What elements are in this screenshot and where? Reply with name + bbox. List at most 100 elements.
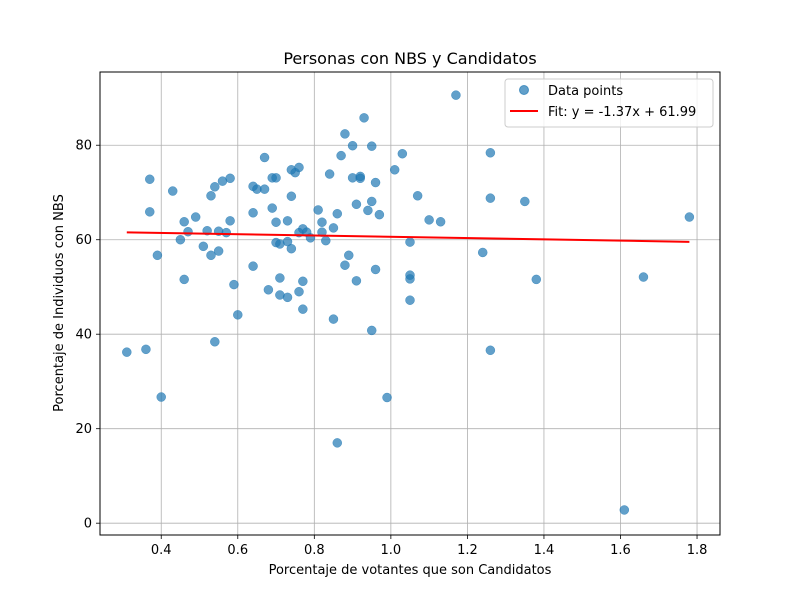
x-tick-label: 0.6 — [227, 543, 248, 558]
data-point — [366, 325, 377, 336]
data-point — [351, 276, 362, 286]
data-point — [328, 314, 339, 324]
data-point — [638, 272, 649, 282]
legend-label-fit: Fit: y = -1.37x + 61.99 — [548, 105, 696, 120]
data-point — [485, 345, 496, 356]
data-point — [271, 217, 281, 227]
data-point — [424, 215, 434, 225]
data-point — [225, 216, 235, 226]
x-axis-label: Porcentaje de votantes que son Candidato… — [269, 563, 552, 578]
data-point — [167, 186, 178, 196]
plot-frame — [99, 71, 721, 536]
data-point — [259, 152, 270, 163]
data-point — [374, 209, 385, 220]
x-tick-label: 1.4 — [534, 543, 555, 558]
data-point — [248, 261, 258, 271]
data-point — [344, 250, 354, 261]
data-point — [248, 208, 258, 218]
data-point — [179, 274, 189, 285]
y-tick-label: 60 — [75, 233, 92, 248]
data-point — [275, 273, 285, 283]
y-axis-ticks: 0 20 40 60 80 — [75, 139, 100, 532]
data-point — [340, 260, 350, 270]
data-point — [389, 165, 400, 175]
data-point — [156, 392, 166, 402]
legend: Data points Fit: y = -1.37x + 61.99 — [504, 78, 714, 128]
fit-line-group — [126, 231, 690, 243]
data-point — [210, 337, 220, 347]
data-point — [359, 113, 369, 123]
data-point — [520, 196, 530, 207]
data-point — [684, 212, 695, 222]
data-point — [141, 344, 151, 355]
data-point — [298, 304, 308, 314]
data-point — [294, 286, 304, 297]
data-point — [351, 199, 362, 210]
data-point — [366, 196, 377, 207]
y-tick-label: 40 — [75, 328, 92, 343]
data-point — [190, 212, 201, 222]
legend-box — [504, 78, 714, 128]
data-point — [317, 227, 327, 237]
data-point — [405, 237, 415, 247]
data-point — [321, 235, 331, 246]
data-point — [397, 148, 408, 159]
data-point — [412, 191, 423, 201]
data-point — [328, 223, 339, 233]
data-point — [405, 270, 415, 280]
data-point — [294, 162, 304, 173]
data-point — [175, 234, 186, 245]
data-point — [233, 310, 243, 320]
data-point — [286, 191, 297, 202]
data-point — [485, 148, 496, 158]
data-point — [122, 347, 132, 357]
data-point — [298, 276, 308, 287]
data-point — [313, 205, 323, 215]
data-point — [152, 250, 163, 261]
data-point — [477, 247, 488, 258]
data-point — [259, 184, 270, 194]
data-point — [282, 292, 293, 303]
data-point — [263, 285, 274, 295]
data-point — [336, 150, 346, 161]
y-tick-label: 80 — [75, 139, 92, 154]
y-axis-label: Porcentaje de Individuos con NBS — [52, 194, 67, 412]
data-point — [282, 216, 293, 226]
x-tick-label: 1.0 — [381, 543, 402, 558]
legend-marker-data-points — [519, 85, 529, 95]
data-point — [370, 264, 381, 275]
data-point — [324, 169, 335, 179]
data-point — [332, 208, 343, 219]
data-point — [267, 203, 277, 213]
data-point — [317, 217, 327, 227]
data-point — [221, 227, 232, 238]
data-point — [229, 279, 239, 290]
data-point — [286, 243, 297, 254]
data-point — [210, 182, 220, 192]
data-point — [271, 173, 281, 183]
data-point — [145, 207, 155, 217]
data-point — [451, 90, 461, 100]
y-tick-label: 20 — [75, 422, 92, 437]
data-point — [145, 174, 155, 184]
data-point — [225, 173, 235, 184]
data-point — [206, 191, 216, 201]
data-point — [405, 295, 415, 305]
data-point — [198, 241, 209, 252]
data-point — [179, 217, 189, 227]
fit-line — [126, 231, 690, 243]
chart-title: Personas con NBS y Candidatos — [283, 49, 536, 68]
x-tick-label: 1.6 — [610, 543, 631, 558]
data-point — [485, 193, 496, 203]
data-point — [213, 246, 224, 256]
data-point — [531, 274, 542, 285]
x-tick-label: 1.2 — [457, 543, 478, 558]
data-points — [122, 90, 695, 515]
data-point — [206, 250, 216, 261]
x-tick-label: 0.4 — [151, 543, 172, 558]
y-tick-label: 0 — [84, 517, 92, 532]
data-point — [619, 505, 630, 515]
x-tick-label: 1.8 — [687, 543, 708, 558]
data-point — [382, 392, 392, 403]
